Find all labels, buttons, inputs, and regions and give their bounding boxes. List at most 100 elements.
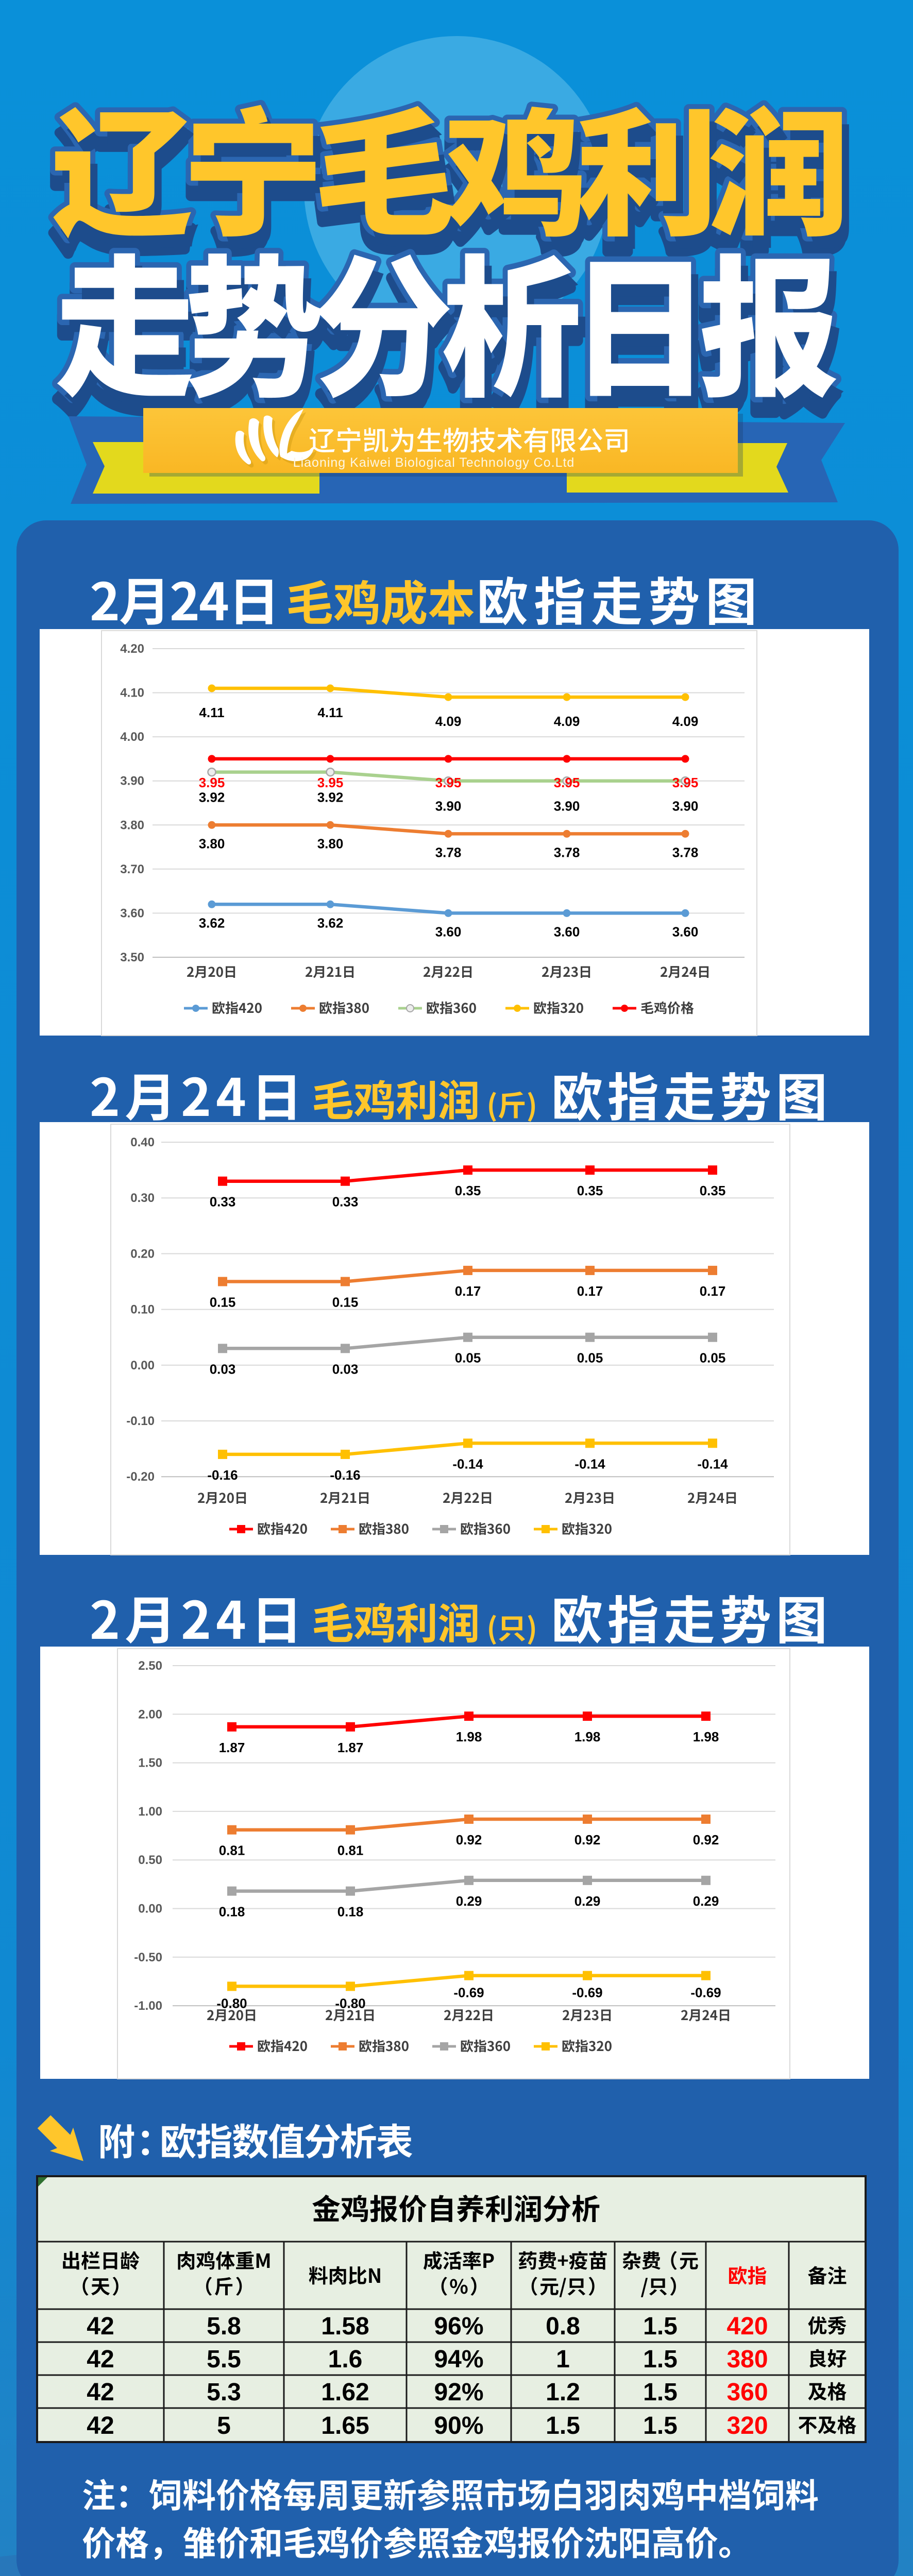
svg-text:0.05: 0.05 [700, 1350, 726, 1366]
svg-text:3.80: 3.80 [199, 836, 225, 851]
svg-text:4.09: 4.09 [672, 714, 699, 729]
svg-text:1.65: 1.65 [321, 2412, 369, 2439]
svg-text:92%: 92% [434, 2379, 483, 2406]
svg-text:5: 5 [217, 2412, 231, 2439]
svg-text:3.95: 3.95 [554, 775, 580, 790]
svg-text:-0.69: -0.69 [690, 1985, 721, 2001]
svg-text:1.2: 1.2 [546, 2379, 580, 2406]
svg-text:1.98: 1.98 [574, 1729, 601, 1744]
svg-text:1.98: 1.98 [693, 1729, 719, 1744]
svg-text:42: 42 [87, 2412, 114, 2439]
svg-text:0.03: 0.03 [332, 1361, 359, 1377]
svg-text:-0.14: -0.14 [452, 1456, 483, 1471]
svg-text:0.30: 0.30 [130, 1191, 155, 1205]
svg-text:4.09: 4.09 [554, 714, 580, 729]
svg-text:0.29: 0.29 [574, 1893, 601, 1909]
svg-text:4.00: 4.00 [120, 730, 144, 744]
svg-text:0.50: 0.50 [138, 1853, 162, 1867]
svg-text:2.50: 2.50 [138, 1659, 162, 1673]
svg-text:Liaoning Kaiwei Biological Tec: Liaoning Kaiwei Biological Technology Co… [293, 455, 575, 470]
svg-text:0.92: 0.92 [574, 1832, 601, 1848]
svg-text:3.90: 3.90 [120, 774, 144, 788]
svg-text:3.95: 3.95 [317, 775, 344, 790]
svg-text:0.33: 0.33 [210, 1194, 236, 1210]
svg-text:3.92: 3.92 [199, 790, 225, 805]
svg-text:0.17: 0.17 [700, 1283, 726, 1299]
svg-text:3.78: 3.78 [435, 844, 462, 860]
svg-text:1.5: 1.5 [643, 2346, 678, 2373]
svg-text:3.60: 3.60 [435, 924, 462, 939]
svg-text:420: 420 [726, 2313, 768, 2340]
svg-text:1.6: 1.6 [328, 2346, 363, 2373]
svg-text:0.35: 0.35 [577, 1183, 603, 1198]
svg-text:0.17: 0.17 [455, 1283, 481, 1299]
svg-text:3.78: 3.78 [672, 844, 699, 860]
svg-text:3.95: 3.95 [672, 775, 699, 790]
svg-text:1.00: 1.00 [138, 1805, 162, 1819]
svg-text:-0.14: -0.14 [574, 1456, 605, 1471]
svg-text:1.5: 1.5 [643, 2313, 678, 2340]
svg-text:1.5: 1.5 [643, 2412, 678, 2439]
svg-text:0.8: 0.8 [546, 2313, 580, 2340]
svg-text:-0.16: -0.16 [207, 1467, 238, 1483]
svg-text:-0.69: -0.69 [453, 1985, 484, 2001]
svg-text:3.90: 3.90 [435, 799, 462, 814]
svg-text:2.00: 2.00 [138, 1707, 162, 1721]
svg-text:3.50: 3.50 [120, 951, 144, 964]
svg-text:1.87: 1.87 [219, 1740, 245, 1755]
svg-text:3.92: 3.92 [317, 790, 344, 805]
svg-text:1.58: 1.58 [321, 2313, 369, 2340]
svg-text:5.5: 5.5 [207, 2346, 241, 2373]
svg-text:5.3: 5.3 [207, 2379, 241, 2406]
svg-text:-0.69: -0.69 [572, 1985, 602, 2001]
svg-text:0.81: 0.81 [219, 1843, 245, 1858]
svg-text:3.90: 3.90 [554, 799, 580, 814]
svg-text:42: 42 [87, 2346, 114, 2373]
svg-text:3.80: 3.80 [120, 818, 144, 832]
svg-text:-0.14: -0.14 [697, 1456, 728, 1471]
svg-text:0.33: 0.33 [332, 1194, 359, 1210]
svg-text:0.35: 0.35 [700, 1183, 726, 1198]
svg-text:-1.00: -1.00 [134, 1999, 162, 2013]
svg-text:380: 380 [726, 2346, 768, 2373]
svg-text:0.29: 0.29 [693, 1893, 719, 1909]
svg-text:0.40: 0.40 [130, 1136, 155, 1149]
svg-text:4.11: 4.11 [199, 705, 224, 720]
svg-text:1.62: 1.62 [321, 2379, 369, 2406]
svg-text:0.29: 0.29 [456, 1893, 482, 1909]
svg-text:0.15: 0.15 [332, 1295, 359, 1310]
svg-text:3.95: 3.95 [435, 775, 462, 790]
svg-text:320: 320 [726, 2412, 768, 2439]
svg-text:1.87: 1.87 [337, 1740, 364, 1755]
svg-text:0.10: 0.10 [130, 1303, 155, 1317]
svg-text:3.90: 3.90 [672, 799, 699, 814]
svg-text:3.60: 3.60 [672, 924, 699, 939]
svg-text:-0.50: -0.50 [134, 1951, 162, 1964]
svg-text:42: 42 [87, 2379, 114, 2406]
svg-text:0.35: 0.35 [455, 1183, 481, 1198]
svg-text:0.18: 0.18 [219, 1904, 245, 1920]
svg-text:4.20: 4.20 [120, 642, 144, 656]
svg-text:1.98: 1.98 [456, 1729, 482, 1744]
svg-text:3.70: 3.70 [120, 862, 144, 876]
svg-text:96%: 96% [434, 2313, 483, 2340]
svg-text:0.17: 0.17 [577, 1283, 603, 1299]
svg-text:1.5: 1.5 [643, 2379, 678, 2406]
svg-text:0.92: 0.92 [693, 1832, 719, 1848]
svg-text:0.20: 0.20 [130, 1247, 155, 1261]
svg-text:3.62: 3.62 [199, 915, 225, 930]
svg-text:4.09: 4.09 [435, 714, 462, 729]
svg-text:-0.16: -0.16 [330, 1467, 360, 1483]
svg-text:3.95: 3.95 [199, 775, 225, 790]
svg-text:4.10: 4.10 [120, 686, 144, 700]
svg-text:-0.10: -0.10 [126, 1414, 155, 1428]
svg-text:94%: 94% [434, 2346, 483, 2373]
svg-text:0.05: 0.05 [455, 1350, 481, 1366]
svg-text:1: 1 [556, 2346, 570, 2373]
svg-text:0.00: 0.00 [138, 1902, 162, 1916]
svg-text:-0.80: -0.80 [216, 1995, 247, 2011]
svg-text:3.78: 3.78 [554, 844, 580, 860]
svg-text:4.11: 4.11 [317, 705, 343, 720]
svg-text:0.00: 0.00 [130, 1359, 155, 1372]
svg-text:0.92: 0.92 [456, 1832, 482, 1848]
